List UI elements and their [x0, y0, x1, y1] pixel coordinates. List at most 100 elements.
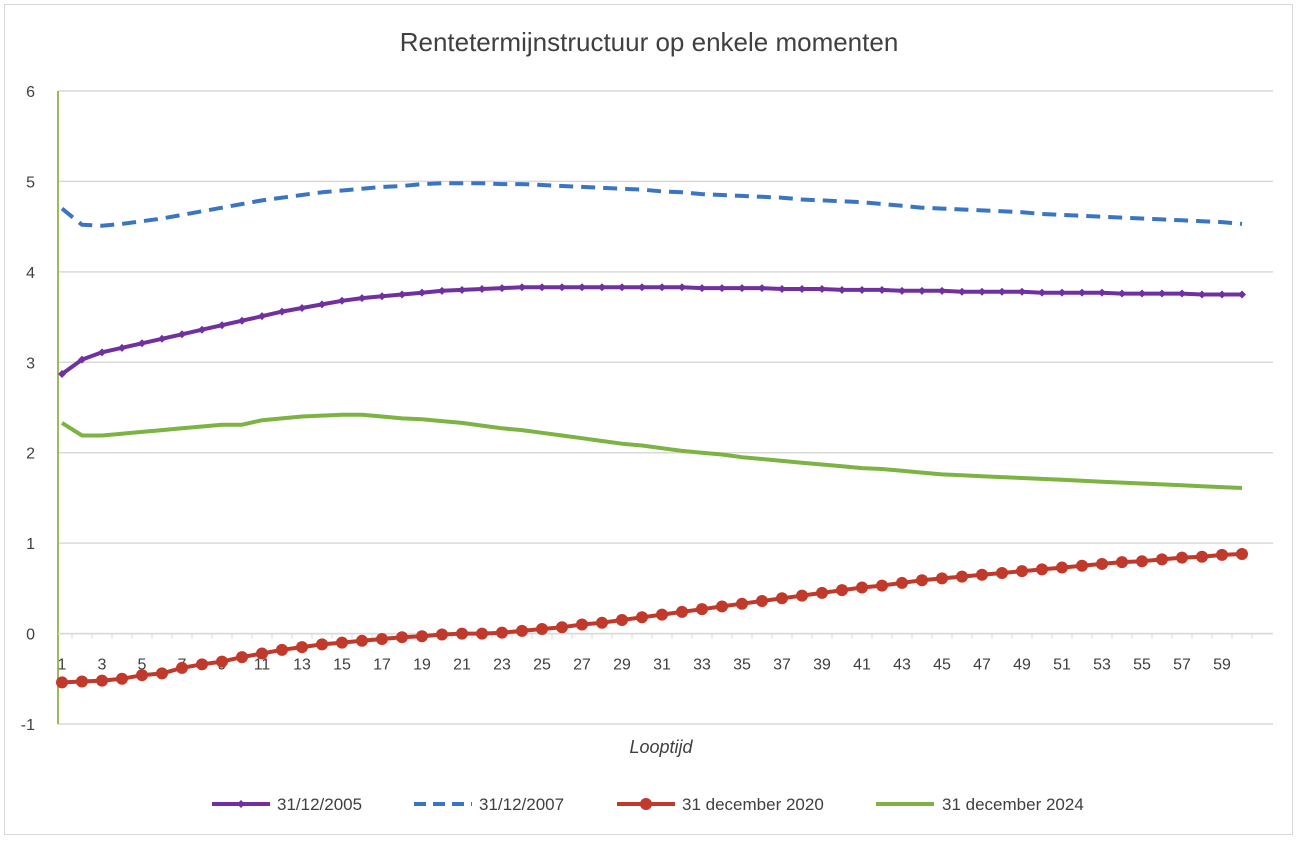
- data-point: [218, 321, 226, 330]
- x-tick-label: 25: [533, 657, 551, 674]
- x-tick-label: 45: [933, 657, 951, 674]
- data-point: [1198, 290, 1206, 299]
- data-point: [1156, 553, 1168, 566]
- x-tick-labels: 1357911131517192123252729313335373941434…: [58, 657, 1231, 674]
- data-point: [236, 651, 248, 664]
- y-tick-label: 5: [26, 174, 35, 191]
- data-point: [256, 647, 268, 660]
- data-point: [1078, 288, 1086, 297]
- data-point: [876, 579, 888, 592]
- data-point: [498, 284, 506, 293]
- series-line: [60, 181, 1243, 228]
- data-point: [978, 287, 986, 296]
- x-tick-label: 21: [453, 657, 471, 674]
- x-axis-title: Looptijd: [629, 737, 693, 757]
- data-point: [696, 603, 708, 616]
- data-point: [1176, 551, 1188, 564]
- y-tick-label: 1: [26, 536, 35, 553]
- data-point: [398, 290, 406, 299]
- data-point: [258, 312, 266, 321]
- data-point: [618, 283, 626, 292]
- series-line: [60, 412, 1243, 490]
- data-point: [78, 355, 86, 364]
- series-lines: [56, 181, 1248, 689]
- series-4: [60, 412, 1243, 490]
- x-tick-label: 11: [254, 657, 271, 674]
- legend-item: 31 december 2020: [617, 795, 824, 814]
- data-point: [1118, 289, 1126, 298]
- x-tick-label: 43: [893, 657, 911, 674]
- data-point: [358, 294, 366, 303]
- data-point: [1178, 289, 1186, 298]
- data-point: [156, 667, 168, 680]
- data-point: [476, 627, 488, 640]
- data-point: [676, 605, 688, 618]
- data-point: [378, 292, 386, 301]
- data-point: [58, 370, 66, 379]
- legend-marker: [237, 800, 245, 808]
- data-point: [1236, 547, 1248, 560]
- data-point: [956, 570, 968, 583]
- data-point: [478, 285, 486, 294]
- data-point: [418, 288, 426, 297]
- data-point: [1098, 288, 1106, 297]
- x-tick-label: 35: [733, 657, 751, 674]
- data-point: [816, 586, 828, 599]
- x-tick-label: 23: [493, 657, 511, 674]
- x-tick-label: 1: [58, 657, 67, 674]
- x-tick-label: 39: [813, 657, 831, 674]
- data-point: [996, 566, 1008, 579]
- data-point: [896, 576, 908, 589]
- series-2: [60, 181, 1243, 228]
- data-point: [238, 316, 246, 325]
- legend: 31/12/2005 31/12/2007 31 december 2020 31 d…: [212, 795, 1084, 814]
- legend-label: 31/12/2007: [479, 795, 564, 814]
- series-3: [56, 547, 1248, 689]
- data-point: [1076, 559, 1088, 572]
- x-tick-label: 15: [333, 657, 351, 674]
- data-point: [276, 643, 288, 656]
- data-point: [798, 285, 806, 294]
- data-point: [856, 581, 868, 594]
- data-point: [658, 283, 666, 292]
- y-tick-label: 6: [26, 84, 35, 101]
- legend-marker: [640, 798, 652, 810]
- data-point: [878, 285, 886, 294]
- axes: [57, 91, 1273, 724]
- data-point: [1138, 289, 1146, 298]
- data-point: [318, 300, 326, 309]
- data-point: [216, 655, 228, 668]
- data-point: [338, 296, 346, 305]
- data-point: [1158, 289, 1166, 298]
- data-point: [716, 600, 728, 613]
- data-point: [796, 589, 808, 602]
- chart-frame: Rentetermijnstructuur op enkele momenten…: [4, 4, 1293, 835]
- data-point: [316, 638, 328, 651]
- y-tick-label: 3: [26, 355, 35, 372]
- data-point: [898, 286, 906, 295]
- x-tick-label: 53: [1093, 657, 1111, 674]
- data-point: [1136, 555, 1148, 568]
- data-point: [1196, 550, 1208, 563]
- legend-item: 31/12/2007: [414, 795, 564, 814]
- data-point: [516, 624, 528, 637]
- data-point: [938, 286, 946, 295]
- gridlines: [58, 90, 1273, 725]
- data-point: [538, 283, 546, 292]
- x-tick-label: 57: [1173, 657, 1191, 674]
- data-point: [1038, 288, 1046, 297]
- data-point: [736, 597, 748, 610]
- data-point: [438, 286, 446, 295]
- data-point: [738, 284, 746, 293]
- data-point: [858, 285, 866, 294]
- data-point: [116, 672, 128, 685]
- data-point: [678, 283, 686, 292]
- data-point: [918, 286, 926, 295]
- data-point: [756, 595, 768, 608]
- data-point: [616, 614, 628, 627]
- x-tick-label: 27: [573, 657, 591, 674]
- x-tick-label: 49: [1013, 657, 1031, 674]
- legend-label: 31 december 2024: [942, 795, 1084, 814]
- data-point: [958, 287, 966, 296]
- data-point: [776, 592, 788, 605]
